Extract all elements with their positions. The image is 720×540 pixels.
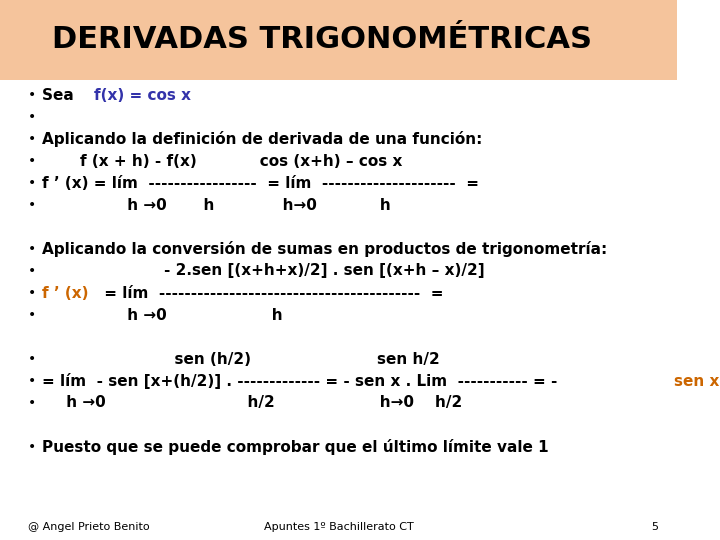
Text: •: • xyxy=(28,286,37,300)
Text: Sea: Sea xyxy=(42,87,84,103)
Text: •: • xyxy=(28,88,37,102)
Text: •: • xyxy=(28,352,37,366)
Text: DERIVADAS TRIGONOMÉTRICAS: DERIVADAS TRIGONOMÉTRICAS xyxy=(52,25,592,55)
Text: 5: 5 xyxy=(652,522,658,532)
Text: •: • xyxy=(28,264,37,278)
Text: = lím  - sen [x+(h/2)] . ------------- = - sen x . Lim  ----------- = -: = lím - sen [x+(h/2)] . ------------- = … xyxy=(42,373,563,389)
Text: •: • xyxy=(28,132,37,146)
Text: Puesto que se puede comprobar que el último límite vale 1: Puesto que se puede comprobar que el últ… xyxy=(42,439,549,455)
Text: Aplicando la definición de derivada de una función:: Aplicando la definición de derivada de u… xyxy=(42,131,482,147)
Text: •: • xyxy=(28,440,37,454)
Text: f ’ (x): f ’ (x) xyxy=(42,286,89,300)
Text: - 2.sen [(x+h+x)/2] . sen [(x+h – x)/2]: - 2.sen [(x+h+x)/2] . sen [(x+h – x)/2] xyxy=(80,264,485,279)
Text: •: • xyxy=(28,308,37,322)
Text: Aplicando la conversión de sumas en productos de trigonometría:: Aplicando la conversión de sumas en prod… xyxy=(42,241,608,257)
Text: Apuntes 1º Bachillerato CT: Apuntes 1º Bachillerato CT xyxy=(264,522,413,532)
Text: h →0                           h/2                    h→0    h/2: h →0 h/2 h→0 h/2 xyxy=(61,395,462,410)
Text: •: • xyxy=(28,110,37,124)
Text: f(x) = cos x: f(x) = cos x xyxy=(94,87,191,103)
Text: •: • xyxy=(28,242,37,256)
Text: @ Angel Prieto Benito: @ Angel Prieto Benito xyxy=(28,522,150,532)
FancyBboxPatch shape xyxy=(0,0,677,80)
Text: f ’ (x) = lím  -----------------  = lím  ---------------------  =: f ’ (x) = lím ----------------- = lím --… xyxy=(42,176,480,191)
Text: sen x: sen x xyxy=(674,374,719,388)
Text: h →0       h             h→0            h: h →0 h h→0 h xyxy=(80,198,391,213)
Text: •: • xyxy=(28,396,37,410)
Text: •: • xyxy=(28,198,37,212)
Text: •: • xyxy=(28,176,37,190)
Text: sen (h/2)                        sen h/2: sen (h/2) sen h/2 xyxy=(80,352,440,367)
Text: •: • xyxy=(28,374,37,388)
Text: f (x + h) - f(x)            cos (x+h) – cos x: f (x + h) - f(x) cos (x+h) – cos x xyxy=(80,153,402,168)
Text: h →0                    h: h →0 h xyxy=(80,307,282,322)
Text: = lím  -----------------------------------------  =: = lím ----------------------------------… xyxy=(99,286,444,300)
Text: •: • xyxy=(28,154,37,168)
